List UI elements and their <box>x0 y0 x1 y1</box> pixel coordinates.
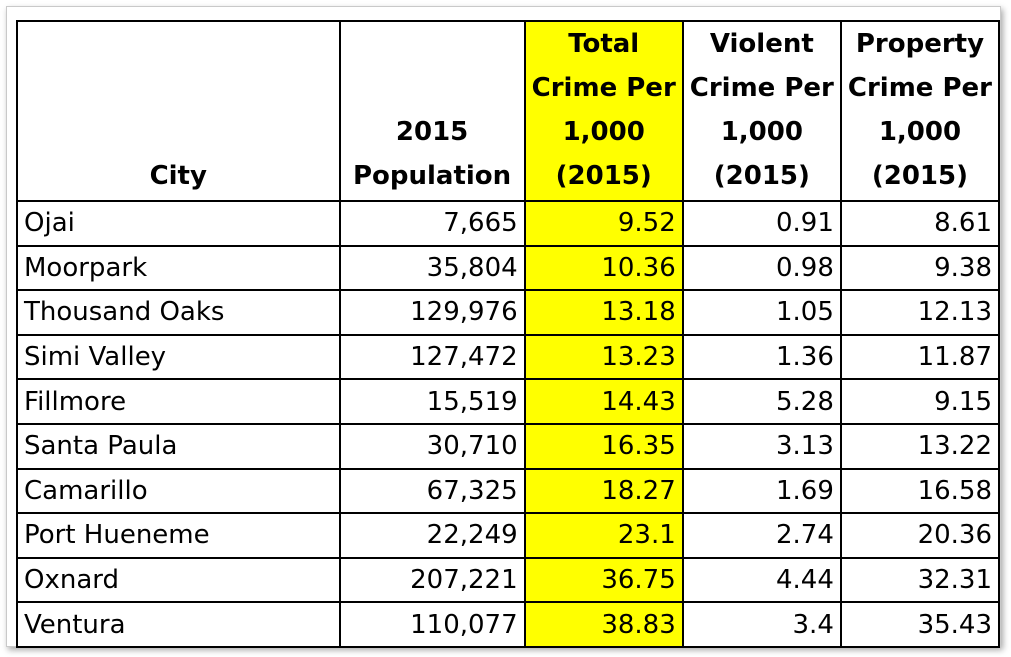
table-row: Oxnard 207,221 36.75 4.44 32.31 <box>16 556 1001 604</box>
header-total-line: Crime Per <box>531 73 676 103</box>
cell-property: 32.31 <box>839 556 1001 604</box>
cell-property: 9.38 <box>839 244 1001 292</box>
table-row: Santa Paula 30,710 16.35 3.13 13.22 <box>16 422 1001 470</box>
header-violent-line: Violent <box>709 29 814 59</box>
cell-city: Moorpark <box>16 244 341 292</box>
table-row: Ojai 7,665 9.52 0.91 8.61 <box>16 200 1001 247</box>
header-property-line: Property <box>855 29 985 59</box>
table-frame: City 2015 Population Total Crime Per 1,000 (20… <box>6 6 1001 648</box>
cell-population: 129,976 <box>338 289 526 336</box>
header-total-line: (2015) <box>555 161 652 191</box>
cell-total: 38.83 <box>523 601 684 648</box>
cell-total: 18.27 <box>523 467 684 515</box>
cell-population: 7,665 <box>338 200 526 247</box>
header-city: City <box>16 20 341 202</box>
cell-property: 20.36 <box>839 512 1001 559</box>
header-property-line: 1,000 <box>878 117 962 147</box>
cell-violent: 0.98 <box>681 244 842 292</box>
cell-total: 16.35 <box>523 422 684 470</box>
table-row: Camarillo 67,325 18.27 1.69 16.58 <box>16 467 1001 515</box>
header-row: City 2015 Population Total Crime Per 1,000 (20… <box>16 20 1001 202</box>
header-city-line: City <box>149 161 207 191</box>
header-property: Property Crime Per 1,000 (2015) <box>839 20 1001 202</box>
table-row: Moorpark 35,804 10.36 0.98 9.38 <box>16 244 1001 292</box>
cell-total: 13.18 <box>523 289 684 336</box>
cell-population: 22,249 <box>338 512 526 559</box>
cell-population: 127,472 <box>338 333 526 381</box>
cell-property: 9.15 <box>839 378 1001 425</box>
cell-city: Thousand Oaks <box>16 289 341 336</box>
header-violent-line: Crime Per <box>689 73 834 103</box>
header-violent-line: (2015) <box>713 161 810 191</box>
cell-violent: 1.69 <box>681 467 842 515</box>
cell-city: Fillmore <box>16 378 341 425</box>
cell-city: Ojai <box>16 200 341 247</box>
cell-population: 207,221 <box>338 556 526 604</box>
table-row: Ventura 110,077 38.83 3.4 35.43 <box>16 601 1001 648</box>
header-population: 2015 Population <box>338 20 526 202</box>
cell-violent: 2.74 <box>681 512 842 559</box>
cell-total: 10.36 <box>523 244 684 292</box>
cell-property: 8.61 <box>839 200 1001 247</box>
cell-total: 9.52 <box>523 200 684 247</box>
cell-property: 16.58 <box>839 467 1001 515</box>
cell-population: 67,325 <box>338 467 526 515</box>
cell-violent: 3.4 <box>681 601 842 648</box>
table-row: Simi Valley 127,472 13.23 1.36 11.87 <box>16 333 1001 381</box>
cell-city: Port Hueneme <box>16 512 341 559</box>
header-property-line: Crime Per <box>847 73 992 103</box>
cell-city: Ventura <box>16 601 341 648</box>
cell-total: 23.1 <box>523 512 684 559</box>
cell-population: 30,710 <box>338 422 526 470</box>
cell-total: 14.43 <box>523 378 684 425</box>
cell-population: 35,804 <box>338 244 526 292</box>
cell-property: 12.13 <box>839 289 1001 336</box>
cell-population: 15,519 <box>338 378 526 425</box>
cell-population: 110,077 <box>338 601 526 648</box>
header-total-line: Total <box>568 29 640 59</box>
header-violent-line: 1,000 <box>720 117 803 147</box>
header-population-line: 2015 <box>395 117 469 147</box>
cell-property: 13.22 <box>839 422 1001 470</box>
table-row: Port Hueneme 22,249 23.1 2.74 20.36 <box>16 512 1001 559</box>
cell-violent: 5.28 <box>681 378 842 425</box>
cell-total: 13.23 <box>523 333 684 381</box>
cell-city: Oxnard <box>16 556 341 604</box>
cell-violent: 1.05 <box>681 289 842 336</box>
header-violent: Violent Crime Per 1,000 (2015) <box>681 20 842 202</box>
header-total-line: 1,000 <box>562 117 645 147</box>
cell-total: 36.75 <box>523 556 684 604</box>
header-property-line: (2015) <box>871 161 968 191</box>
table-row: Thousand Oaks 129,976 13.18 1.05 12.13 <box>16 289 1001 336</box>
cell-city: Santa Paula <box>16 422 341 470</box>
cell-property: 35.43 <box>839 601 1001 648</box>
cell-violent: 0.91 <box>681 200 842 247</box>
table-row: Fillmore 15,519 14.43 5.28 9.15 <box>16 378 1001 425</box>
cell-violent: 1.36 <box>681 333 842 381</box>
header-total: Total Crime Per 1,000 (2015) <box>523 20 684 202</box>
cell-violent: 4.44 <box>681 556 842 604</box>
cell-violent: 3.13 <box>681 422 842 470</box>
crime-rate-table: City 2015 Population Total Crime Per 1,000 (20… <box>16 20 1001 648</box>
cell-city: Simi Valley <box>16 333 341 381</box>
cell-property: 11.87 <box>839 333 1001 381</box>
header-population-line: Population <box>352 161 512 191</box>
table-body: Ojai 7,665 9.52 0.91 8.61 Moorpark 35,804 10.36… <box>16 200 1001 648</box>
cell-city: Camarillo <box>16 467 341 515</box>
